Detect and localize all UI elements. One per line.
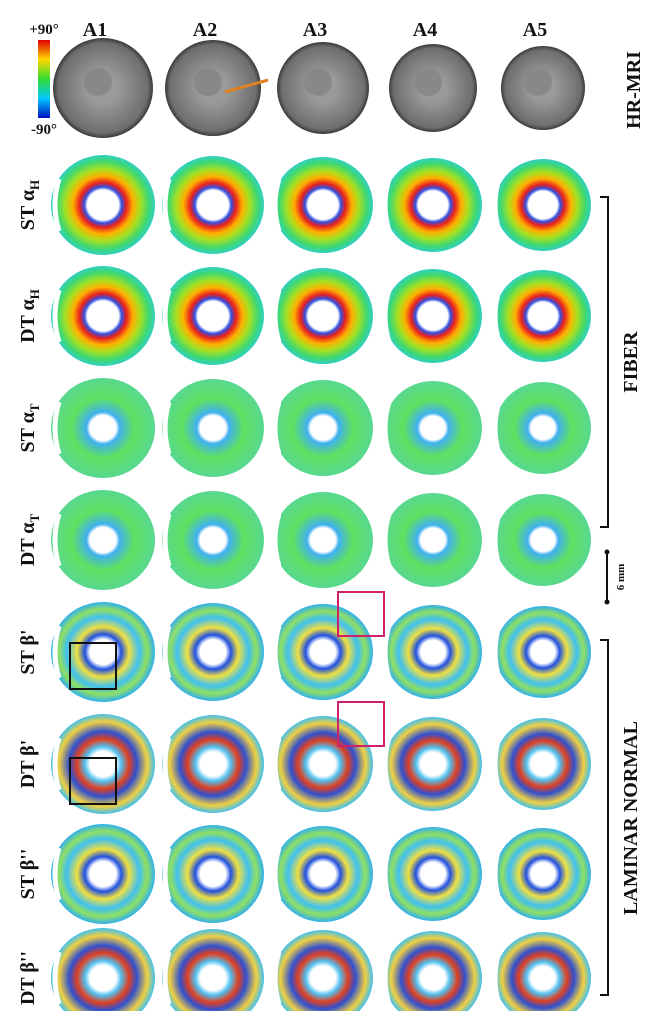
mri-cavity bbox=[84, 68, 112, 96]
map-image bbox=[51, 928, 155, 1011]
map-image bbox=[273, 716, 373, 812]
map-image bbox=[384, 493, 482, 587]
map-image bbox=[384, 827, 482, 921]
map-image bbox=[273, 157, 373, 253]
row-label: DT αT bbox=[17, 514, 42, 567]
row-label: ST β' bbox=[17, 629, 39, 674]
colorbar-bottom: -90° bbox=[31, 122, 57, 138]
row-label: ST αH bbox=[17, 180, 42, 230]
map-image bbox=[273, 826, 373, 922]
map-image bbox=[273, 604, 373, 700]
map-image bbox=[384, 158, 482, 252]
map-image bbox=[51, 602, 155, 702]
row-label-text: DT α bbox=[17, 523, 39, 567]
map-image bbox=[162, 825, 264, 923]
image-grid bbox=[51, 38, 591, 1011]
mri-cavity bbox=[414, 68, 442, 96]
row-label-text: ST α bbox=[17, 412, 39, 452]
map-image bbox=[384, 381, 482, 475]
mri-cavity bbox=[194, 68, 222, 96]
scale-bar-end bbox=[605, 600, 610, 605]
hr-mri-label: HR-MRI bbox=[623, 51, 645, 129]
map-image bbox=[51, 714, 155, 814]
column-label: A4 bbox=[413, 19, 437, 41]
laminar-bracket bbox=[600, 640, 608, 995]
row-label-text: DT β' bbox=[17, 740, 39, 789]
row-label: DT β' bbox=[17, 740, 39, 789]
scale-bar-label: 6 mm bbox=[615, 564, 627, 591]
map-image bbox=[51, 378, 155, 478]
row-label-sub: T bbox=[27, 514, 42, 523]
map-image bbox=[495, 270, 591, 362]
map-image bbox=[51, 490, 155, 590]
map-image bbox=[162, 156, 264, 254]
row-label: DT αH bbox=[17, 289, 42, 343]
fiber-label: FIBER bbox=[620, 331, 642, 393]
colorbar bbox=[38, 40, 50, 118]
colorbar-top: +90° bbox=[29, 22, 59, 38]
row-label-text: DT α bbox=[17, 299, 39, 343]
row-label-text: ST β'' bbox=[17, 849, 39, 900]
map-image bbox=[384, 605, 482, 699]
map-image bbox=[495, 494, 591, 586]
map-image bbox=[162, 491, 264, 589]
map-image bbox=[495, 718, 591, 810]
row-label-text: ST α bbox=[17, 190, 39, 230]
map-image bbox=[384, 931, 482, 1011]
row-label-sub: H bbox=[27, 180, 42, 190]
map-image bbox=[495, 606, 591, 698]
column-label: A2 bbox=[193, 19, 217, 41]
mri-cavity bbox=[524, 68, 552, 96]
row-label-text: DT β'' bbox=[17, 951, 39, 1005]
map-image bbox=[495, 382, 591, 474]
map-image bbox=[273, 492, 373, 588]
row-label: ST β'' bbox=[17, 849, 39, 900]
map-image bbox=[273, 380, 373, 476]
map-image bbox=[162, 603, 264, 701]
map-image bbox=[495, 159, 591, 251]
row-label-text: ST β' bbox=[17, 629, 39, 674]
map-image bbox=[162, 715, 264, 813]
column-label: A1 bbox=[83, 19, 107, 41]
fiber-bracket bbox=[600, 197, 608, 527]
mri-cavity bbox=[304, 68, 332, 96]
map-image bbox=[51, 155, 155, 255]
column-label: A3 bbox=[303, 19, 327, 41]
column-label: A5 bbox=[523, 19, 547, 41]
map-image bbox=[51, 824, 155, 924]
map-image bbox=[384, 269, 482, 363]
row-label-sub: H bbox=[27, 289, 42, 299]
figure: +90° -90° HR-MRI FIBER LAMINAR NORMAL 6 … bbox=[0, 0, 660, 1011]
map-image bbox=[162, 929, 264, 1011]
map-image bbox=[162, 379, 264, 477]
map-image bbox=[495, 932, 591, 1011]
map-image bbox=[495, 828, 591, 920]
map-image bbox=[51, 266, 155, 366]
row-label: ST αT bbox=[17, 403, 42, 452]
laminar-label: LAMINAR NORMAL bbox=[620, 721, 642, 915]
map-image bbox=[273, 930, 373, 1011]
map-image bbox=[162, 267, 264, 365]
map-image bbox=[273, 268, 373, 364]
row-label: DT β'' bbox=[17, 951, 39, 1005]
scale-bar-end bbox=[605, 550, 610, 555]
map-image bbox=[384, 717, 482, 811]
row-label-sub: T bbox=[27, 403, 42, 412]
